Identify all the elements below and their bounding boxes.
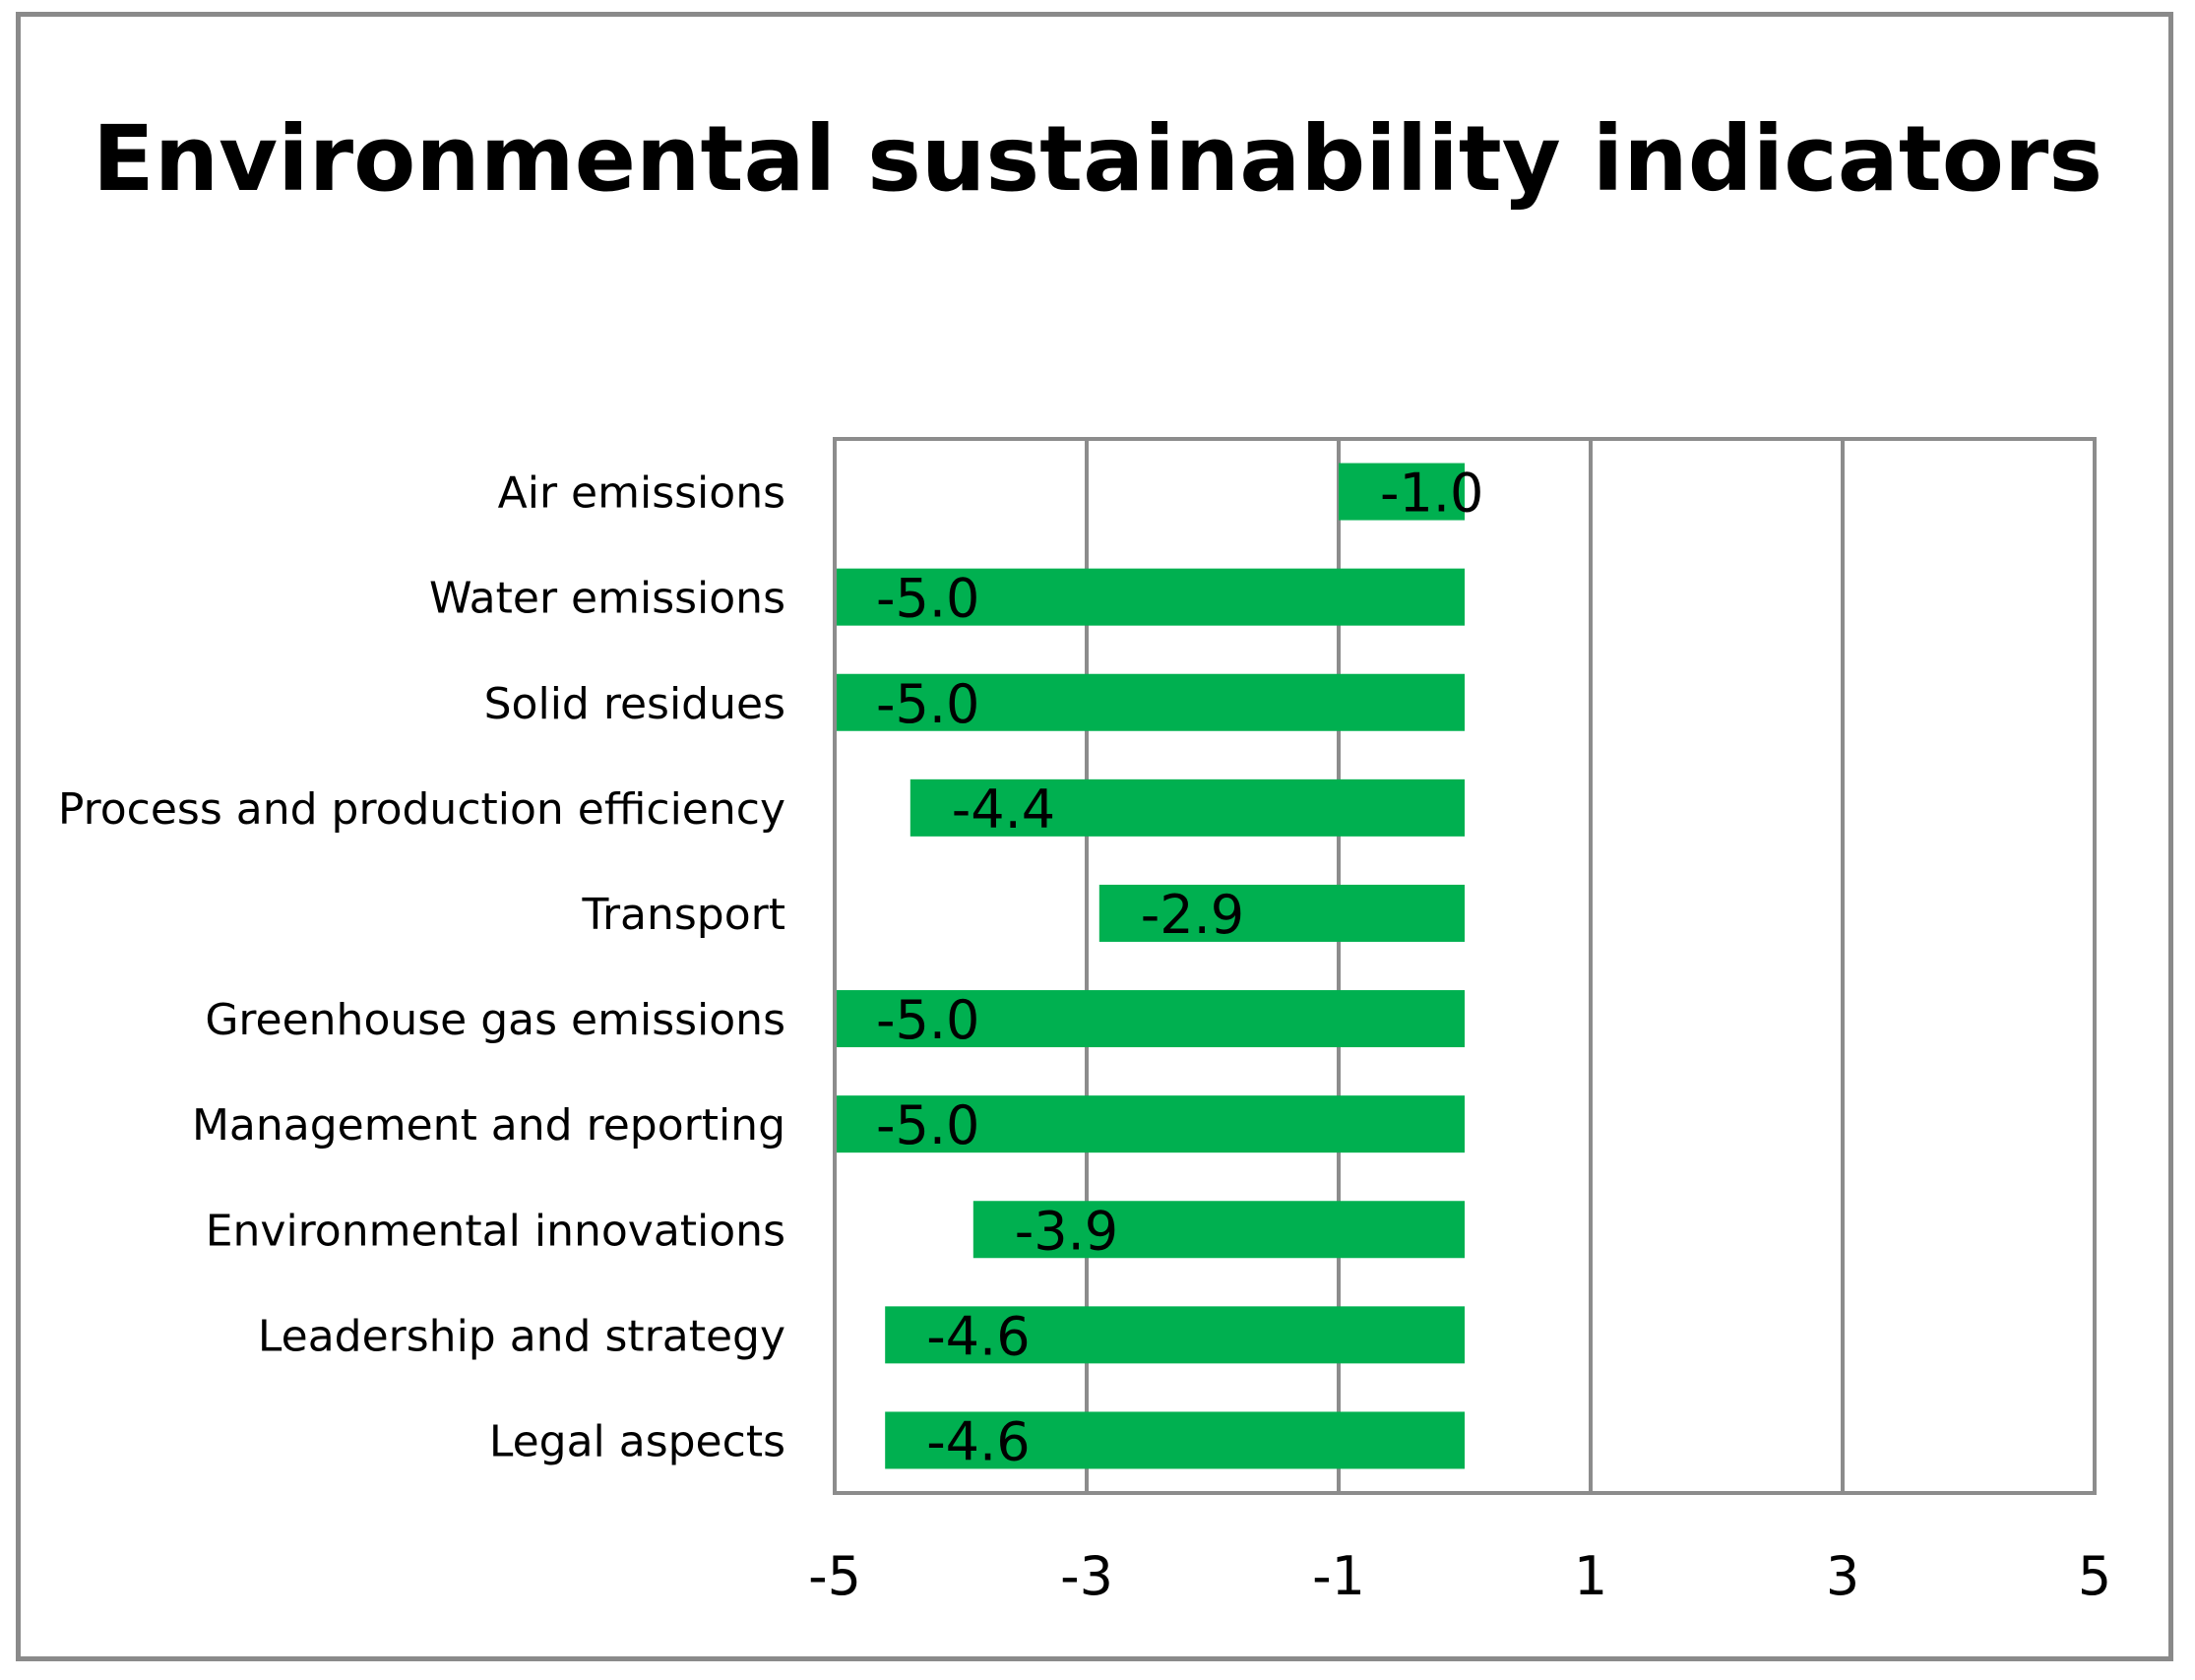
category-label-3: Process and production efficiency: [58, 784, 785, 835]
bars: [835, 463, 1465, 1469]
category-label-9: Legal aspects: [489, 1416, 785, 1466]
data-label-0: -1.0: [1380, 463, 1483, 525]
x-tick-label-3: 1: [1574, 1545, 1607, 1607]
category-label-6: Management and reporting: [192, 1100, 785, 1151]
bar-2: [835, 673, 1465, 731]
data-label-7: -3.9: [1015, 1200, 1118, 1262]
category-label-0: Air emissions: [498, 468, 785, 519]
x-tick-label-5: 5: [2078, 1545, 2111, 1607]
bar-4: [1098, 884, 1465, 942]
bar-0: [1339, 463, 1465, 521]
category-label-1: Water emissions: [429, 574, 785, 624]
x-tick-label-1: -3: [1060, 1545, 1113, 1607]
bar-7: [972, 1201, 1465, 1259]
category-label-4: Transport: [582, 890, 785, 940]
bar-1: [835, 568, 1465, 626]
bar-6: [835, 1095, 1465, 1153]
plot-area-border: [833, 437, 2097, 1495]
category-label-7: Environmental innovations: [206, 1206, 785, 1256]
chart-title: Environmental sustainability indicators: [92, 106, 2103, 212]
category-labels: Air emissions Water emissions Solid residu…: [58, 468, 785, 1467]
data-label-4: -2.9: [1141, 884, 1244, 946]
data-label-5: -5.0: [876, 989, 979, 1051]
bar-9: [885, 1411, 1465, 1469]
chart-frame: [16, 12, 2173, 1661]
data-label-2: -5.0: [876, 673, 979, 735]
bar-8: [885, 1306, 1465, 1364]
category-label-5: Greenhouse gas emissions: [205, 995, 785, 1045]
x-tick-label-2: -1: [1312, 1545, 1365, 1607]
x-tick-label-0: -5: [808, 1545, 861, 1607]
data-label-8: -4.6: [926, 1305, 1030, 1367]
data-label-1: -5.0: [876, 568, 979, 630]
data-label-3: -4.4: [952, 778, 1055, 840]
bar-5: [835, 990, 1465, 1048]
category-label-8: Leadership and strategy: [258, 1311, 785, 1361]
data-label-6: -5.0: [876, 1094, 979, 1156]
data-labels: -1.0 -5.0 -5.0 -4.4 -2.9 -5.0 -5.0 -3.9 -4.6 -4.6: [876, 463, 1483, 1473]
x-tick-labels: -5 -3 -1 1 3 5: [808, 1545, 2111, 1607]
bar-3: [909, 778, 1465, 837]
data-label-9: -4.6: [926, 1410, 1030, 1472]
x-tick-label-4: 3: [1826, 1545, 1859, 1607]
category-label-2: Solid residues: [484, 679, 785, 729]
